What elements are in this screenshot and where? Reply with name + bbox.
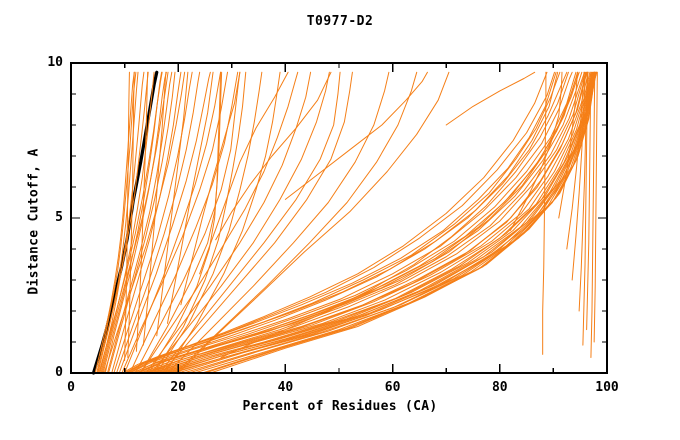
curve-m02 (96, 71, 137, 374)
curve-m85 (558, 71, 579, 219)
curve-m60 (135, 71, 580, 374)
curve-m73 (156, 71, 189, 337)
curve-m83 (593, 71, 598, 343)
x-tick-label: 0 (67, 380, 75, 395)
curve-m16 (116, 71, 201, 374)
curve-m67 (445, 71, 536, 126)
curve-m19 (121, 71, 229, 374)
y-axis-title: Distance Cutoff, A (26, 148, 42, 295)
curve-m61 (125, 71, 559, 374)
curve-m28 (145, 71, 312, 374)
y-tick-label: 5 (55, 210, 63, 225)
curve-m20 (129, 71, 239, 374)
curve-m25 (156, 71, 263, 374)
curve-m12 (108, 71, 176, 374)
curve-m71 (180, 71, 241, 306)
curve-m42 (142, 71, 585, 374)
curve-m59 (132, 71, 579, 374)
curve-m70 (199, 71, 289, 275)
x-axis-title: Percent of Residues (CA) (242, 399, 438, 414)
curve-m77 (124, 71, 130, 362)
curve-m65 (542, 71, 547, 355)
curve-m14 (103, 71, 186, 374)
curve-m04 (99, 71, 145, 374)
y-tick-label: 0 (55, 365, 63, 380)
curve-m21 (134, 71, 241, 374)
curve-m33 (175, 71, 418, 374)
curve-m58 (209, 71, 598, 374)
curve-m84 (566, 71, 585, 250)
x-tick-label: 80 (491, 380, 508, 395)
curve-m30 (158, 71, 341, 374)
axis-frame (70, 62, 608, 374)
curve-m06 (100, 71, 155, 374)
curve-m31 (161, 71, 353, 374)
x-tick-label: 20 (170, 380, 187, 395)
curve-m68 (284, 71, 428, 200)
curve-m24 (153, 71, 247, 374)
curve-m69 (215, 71, 332, 241)
curve-m62 (169, 71, 596, 374)
curve-m01 (94, 71, 135, 374)
curve-m76 (127, 71, 135, 358)
curve-m79 (586, 71, 592, 331)
y-tick-label: 10 (47, 55, 63, 70)
curve-m29 (150, 71, 330, 374)
curve-m47 (156, 71, 592, 374)
curve-m78 (582, 71, 589, 346)
curve-m45 (150, 71, 589, 374)
x-tick-label: 40 (277, 380, 294, 395)
curve-m38 (132, 71, 573, 374)
curve-m46 (153, 71, 591, 374)
curve-m15 (113, 71, 193, 374)
x-tick-label: 100 (595, 380, 619, 395)
curve-m43 (145, 71, 587, 374)
curve-m75 (135, 71, 149, 352)
curve-m27 (140, 71, 299, 374)
curve-m81 (571, 71, 586, 281)
curve-m44 (148, 71, 589, 374)
curve-m63 (146, 71, 588, 374)
curve-m80 (578, 71, 588, 312)
curve-m72 (166, 71, 214, 324)
curve-m17 (118, 71, 211, 374)
curve-m88 (124, 71, 555, 374)
curve-m35 (126, 71, 557, 374)
curve-m23 (148, 71, 222, 374)
curve-m86 (220, 71, 569, 358)
page-title: T0977-D2 (306, 14, 374, 29)
curve-m34 (177, 71, 450, 374)
curve-m32 (166, 71, 390, 374)
curve-m66 (510, 71, 563, 231)
curve-m08 (98, 71, 163, 374)
curve-m82 (590, 71, 596, 358)
curve-m74 (142, 71, 167, 346)
curve-m26 (164, 71, 281, 374)
curves-layer (91, 70, 598, 375)
curve-m64 (204, 71, 597, 374)
x-tick-label: 60 (384, 380, 401, 395)
